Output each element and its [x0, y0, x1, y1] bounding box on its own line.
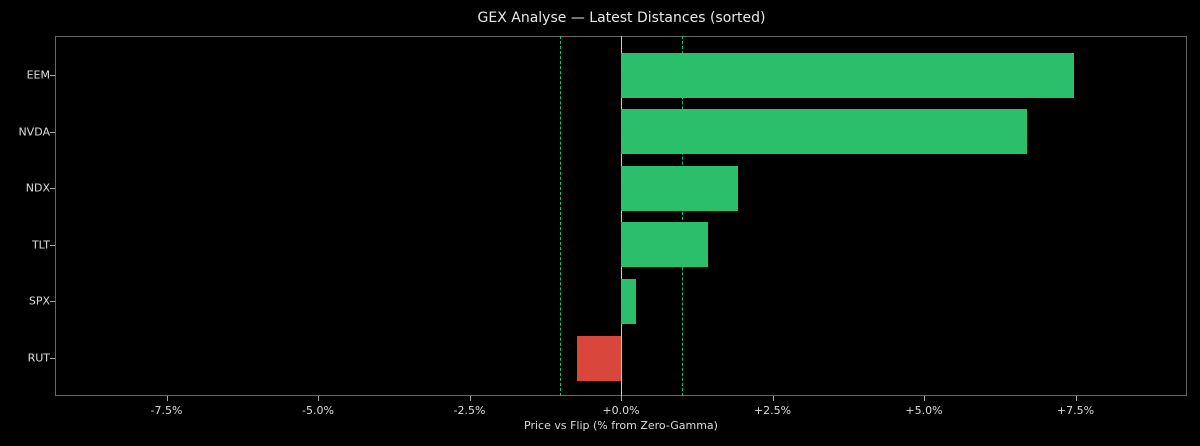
- bar-eem: [621, 52, 1074, 98]
- y-tick-label: RUT: [27, 351, 50, 365]
- x-tick: [621, 396, 622, 401]
- y-tick-label: NDX: [25, 181, 50, 195]
- y-tick-label: EEM: [26, 68, 50, 82]
- bar-rut: [576, 335, 621, 381]
- x-tick: [318, 396, 319, 401]
- x-tick: [469, 396, 471, 401]
- chart-title: GEX Analyse — Latest Distances (sorted): [477, 10, 766, 26]
- bar-spx: [621, 278, 637, 324]
- y-tick-label: NVDA: [18, 125, 50, 139]
- x-tick-label: +7.5%: [1056, 404, 1095, 417]
- y-tick: [50, 75, 55, 76]
- x-tick: [924, 396, 925, 401]
- bar-nvda: [621, 109, 1028, 155]
- x-axis-title: Price vs Flip (% from Zero-Gamma): [524, 419, 718, 432]
- x-tick-label: -2.5%: [453, 404, 486, 417]
- threshold-line: [681, 36, 683, 396]
- y-tick: [50, 358, 55, 359]
- x-tick-label: -7.5%: [150, 404, 183, 417]
- x-tick: [772, 396, 774, 401]
- x-tick-label: +2.5%: [753, 404, 792, 417]
- y-tick: [50, 244, 55, 246]
- bar-tlt: [621, 222, 709, 268]
- y-tick-label: SPX: [28, 294, 50, 308]
- zero-line: [621, 36, 622, 396]
- y-tick: [50, 301, 55, 303]
- x-tick: [1075, 396, 1077, 401]
- y-tick: [50, 131, 55, 133]
- threshold-line: [560, 36, 562, 396]
- x-tick: [166, 396, 168, 401]
- x-tick-label: +5.0%: [905, 404, 943, 417]
- y-tick-label: TLT: [31, 238, 50, 252]
- x-tick-label: +0.0%: [602, 404, 640, 417]
- bar-ndx: [621, 165, 738, 211]
- x-tick-label: -5.0%: [302, 404, 334, 417]
- y-tick: [50, 188, 55, 190]
